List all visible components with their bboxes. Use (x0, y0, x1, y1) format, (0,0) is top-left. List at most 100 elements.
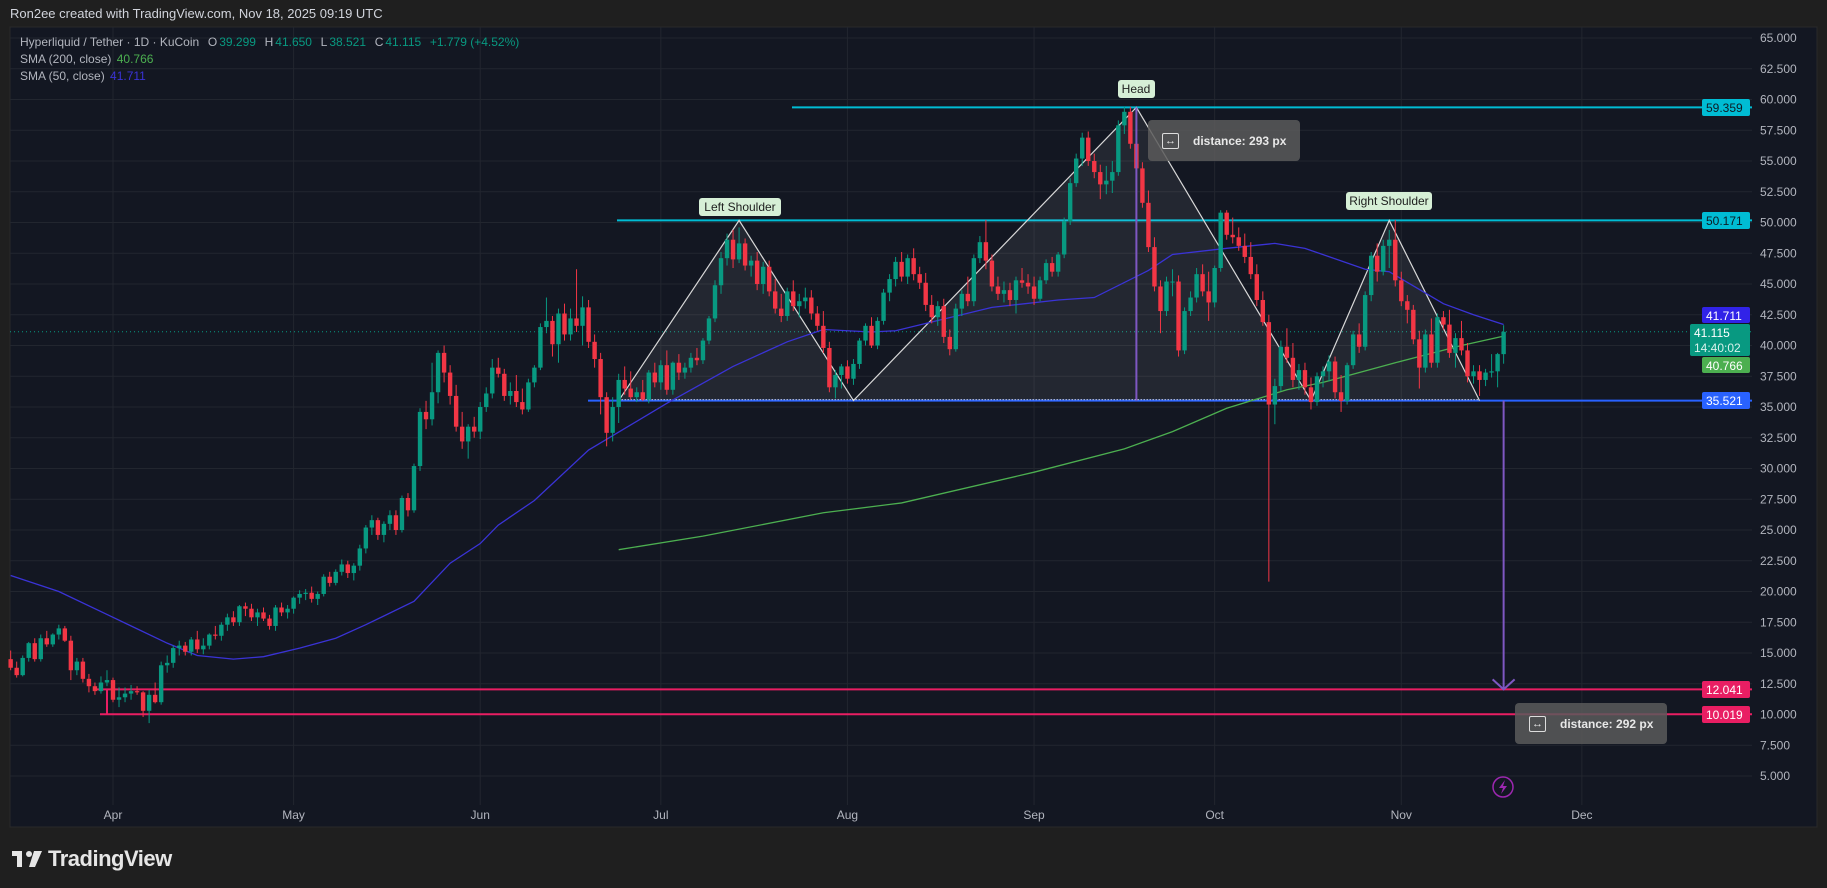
candle-body (104, 680, 110, 683)
tag-sma50: 41.711 (1702, 307, 1750, 323)
candle (80, 657, 86, 683)
candle-body (640, 392, 645, 400)
candle (1278, 340, 1284, 392)
candle-body (303, 592, 308, 594)
candle-body (1212, 268, 1217, 303)
candle-body (556, 313, 561, 345)
candle (26, 641, 31, 662)
candle-body (285, 608, 290, 613)
candle-body (592, 341, 597, 360)
candle-body (44, 638, 49, 645)
candle (339, 559, 344, 576)
candle (1013, 276, 1019, 314)
overlay-drawings[interactable] (1135, 107, 1516, 691)
candle (815, 306, 820, 331)
candle (321, 574, 326, 597)
tradingview-logo-icon (12, 851, 42, 867)
candle-body (953, 308, 958, 350)
candle (8, 650, 13, 671)
candle (86, 673, 92, 693)
candle-body (140, 692, 146, 711)
candle (140, 691, 146, 717)
candle (363, 525, 369, 554)
candle (1501, 325, 1506, 364)
candle-body (116, 697, 122, 700)
time-axis[interactable]: Apr May Jun Jul Aug Sep Oct Nov Dec (104, 808, 1593, 822)
candle-body (1025, 282, 1031, 287)
candle (14, 661, 19, 678)
candle-body (249, 608, 254, 618)
svg-text:41.115: 41.115 (1694, 326, 1730, 340)
price-axis[interactable]: 65.000 62.500 60.000 57.500 55.000 52.500 50.0… (1760, 31, 1797, 783)
candle-body (98, 682, 104, 692)
candle (1423, 329, 1428, 373)
candle (1429, 318, 1434, 368)
candle-body (676, 362, 682, 373)
lightning-icon[interactable] (1492, 776, 1514, 798)
candle-body (207, 634, 212, 646)
candle (628, 371, 633, 400)
candle-body (429, 392, 435, 420)
label-left-shoulder[interactable]: Left Shoulder (699, 198, 781, 216)
candle-body (86, 678, 92, 687)
symbol-legend[interactable]: Hyperliquid / Tether · 1D · KuCoin O 39.2… (20, 35, 521, 49)
candle-body (1441, 317, 1446, 325)
candle (387, 510, 393, 530)
candle (1176, 275, 1181, 357)
candle-body (754, 260, 760, 284)
candle (122, 687, 128, 703)
candle (158, 661, 164, 705)
candle-body (1399, 280, 1404, 302)
candle-body (1417, 339, 1422, 368)
candle (694, 347, 700, 366)
sma50-legend[interactable]: SMA (50, close) 41.711 (20, 69, 148, 83)
candle-body (971, 258, 977, 302)
candle-body (1013, 280, 1019, 300)
tradingview-logo[interactable]: TradingView (12, 846, 172, 872)
candle-body (538, 327, 543, 368)
candle-body (628, 388, 633, 398)
candle-body (321, 576, 326, 594)
label-right-shoulder-text: Right Shoulder (1349, 194, 1428, 208)
candle (1188, 291, 1193, 316)
candle-body (309, 592, 314, 599)
candle (544, 297, 549, 334)
sma200-legend[interactable]: SMA (200, close) 40.766 (20, 52, 155, 66)
candle-body (225, 617, 230, 625)
candle (688, 352, 694, 373)
candle (56, 624, 62, 640)
open-value: 39.299 (219, 35, 256, 49)
candle (502, 368, 507, 401)
candle (1435, 313, 1440, 368)
horizontal-levels[interactable] (10, 106, 1752, 716)
label-right-shoulder[interactable]: Right Shoulder (1346, 192, 1432, 210)
candle (724, 233, 730, 266)
month-label: Sep (1023, 808, 1045, 822)
candle-body (1067, 183, 1073, 222)
candle (1362, 291, 1368, 351)
candle-body (1182, 311, 1187, 351)
candle-body (1043, 263, 1049, 281)
candle-body (682, 367, 688, 373)
candle (255, 608, 260, 626)
candle (195, 630, 200, 653)
label-head[interactable]: Head (1118, 80, 1155, 98)
candle-body (658, 365, 664, 383)
moving-averages (10, 242, 1504, 660)
price-tick-label: 27.500 (1760, 492, 1797, 506)
price-tick-label: 10.000 (1760, 708, 1797, 722)
candle (953, 303, 958, 352)
candle-body (1471, 371, 1476, 377)
candle-body (1116, 125, 1121, 173)
candle-body (1362, 295, 1368, 347)
candle-body (779, 308, 784, 316)
candle-body (634, 392, 639, 398)
svg-text:59.359: 59.359 (1706, 101, 1743, 115)
open-label: O (207, 35, 218, 49)
high-value: 41.650 (275, 35, 312, 49)
candle (616, 373, 621, 423)
candle (1284, 328, 1290, 363)
candle (116, 687, 122, 708)
price-tick-label: 30.000 (1760, 462, 1797, 476)
